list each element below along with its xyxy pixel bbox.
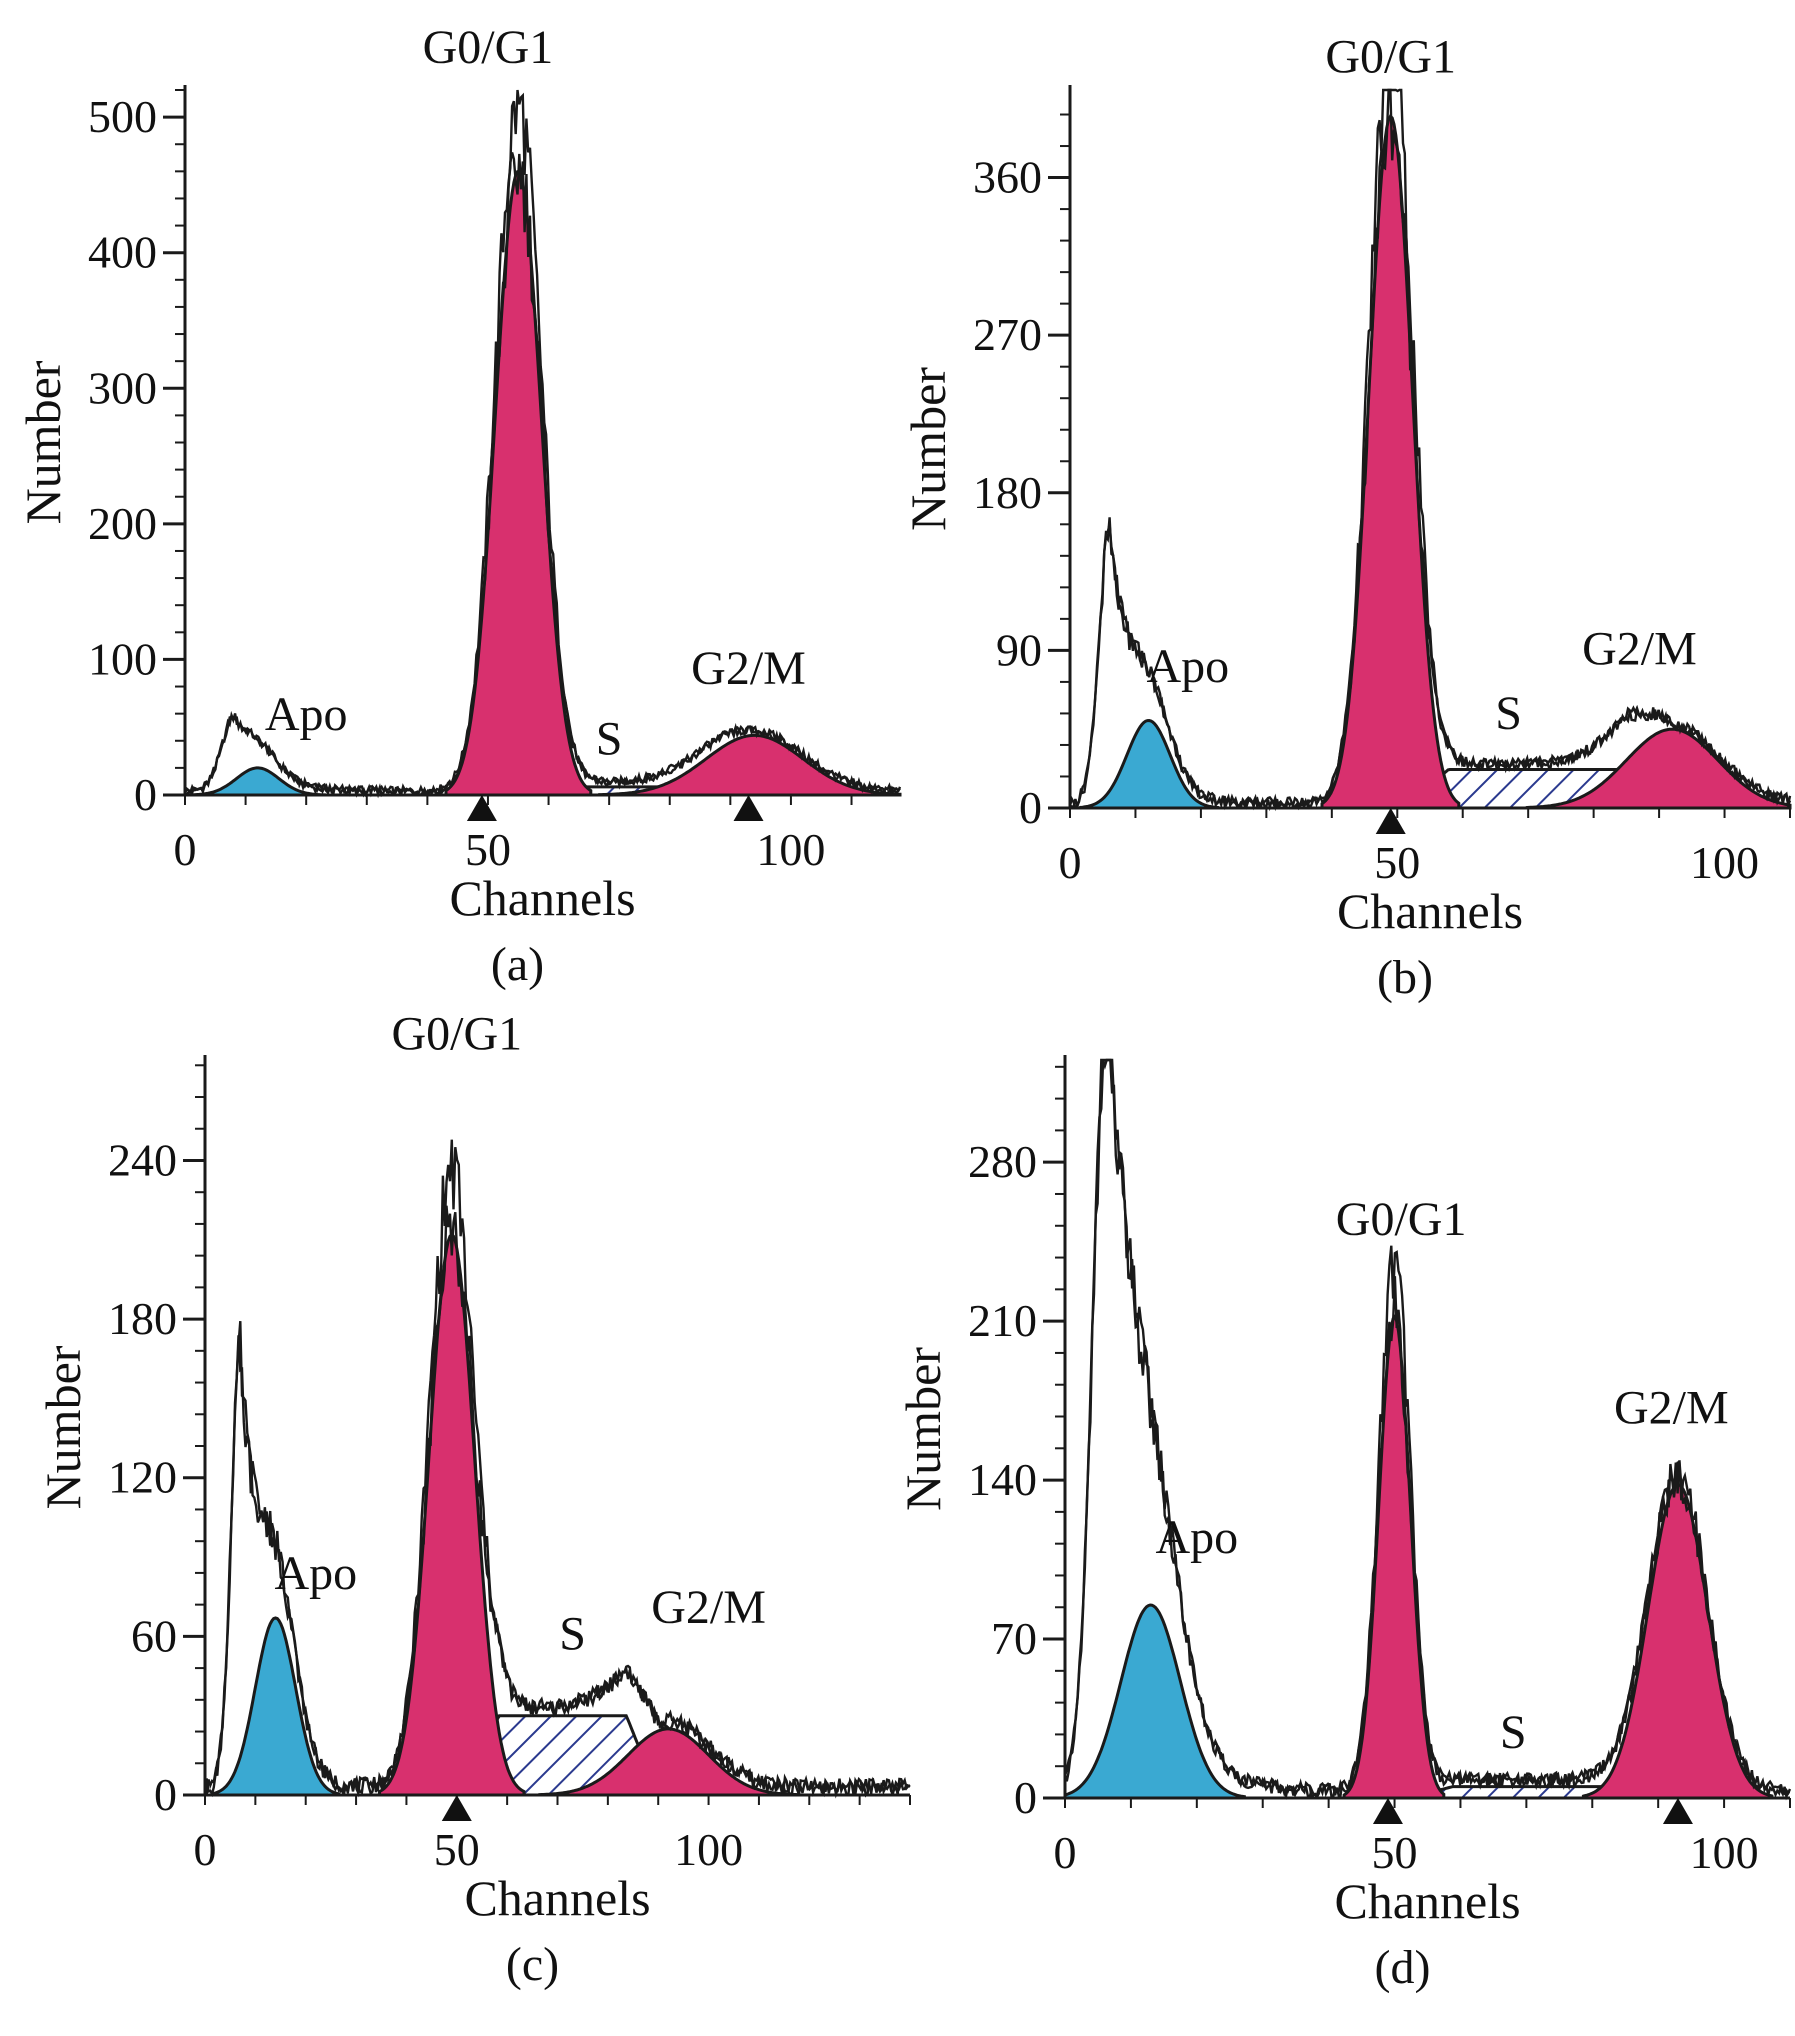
mark-g0g1-area [444, 170, 593, 797]
x-axis-title: Channels [1334, 1873, 1520, 1929]
x-tick-label: 100 [1690, 837, 1759, 888]
y-tick-label: 0 [1014, 1772, 1037, 1823]
x-tick-label: 0 [1054, 1827, 1077, 1878]
mark-g2m-area [1525, 727, 1792, 810]
annotation-s: S [1500, 1706, 1527, 1759]
annotation-g2-m: G2/M [651, 1581, 766, 1634]
annotation-g2-m: G2/M [691, 642, 806, 695]
annotation-apo: Apo [274, 1547, 357, 1600]
mark-apo-area [1079, 718, 1220, 810]
y-tick-label: 180 [973, 467, 1042, 518]
mark-histogram-trace-2 [203, 1205, 911, 1798]
y-tick-label: 500 [88, 91, 157, 142]
mark-histogram-trace-2 [184, 152, 902, 798]
y-axis-title: Number [35, 1345, 91, 1509]
annotation-g0-g1: G0/G1 [1325, 30, 1456, 83]
mark-histogram-trace-2 [1063, 1058, 1791, 1801]
peak-marker-triangle [733, 795, 764, 821]
y-tick-label: 280 [968, 1136, 1037, 1187]
annotation-g0-g1: G0/G1 [423, 21, 554, 74]
peak-marker-triangle [466, 795, 497, 821]
peak-marker-triangle [441, 1795, 472, 1821]
chart-panel-b: 0 90 180 270 360 0 50 100 Channels Number G0/G1 Apo… [900, 30, 1792, 1004]
mark-apo-area [1063, 1603, 1246, 1800]
annotation-s: S [559, 1608, 586, 1661]
y-tick-label: 100 [88, 633, 157, 684]
x-tick-label: 0 [1059, 837, 1082, 888]
y-tick-label: 70 [991, 1613, 1037, 1664]
y-tick-label: 0 [1019, 782, 1042, 833]
panel-label: (b) [1377, 951, 1433, 1004]
x-tick-label: 50 [465, 824, 511, 875]
x-tick-label: 50 [1372, 1827, 1418, 1878]
y-tick-label: 400 [88, 227, 157, 278]
y-tick-label: 200 [88, 498, 157, 549]
y-tick-label: 270 [973, 309, 1042, 360]
x-tick-label: 100 [1690, 1827, 1759, 1878]
annotation-s: S [1495, 687, 1522, 740]
y-axis-title: Number [895, 1347, 951, 1511]
annotation-g0-g1: G0/G1 [1336, 1193, 1467, 1246]
y-tick-label: 240 [108, 1134, 177, 1185]
x-tick-label: 50 [434, 1824, 480, 1875]
annotation-apo: Apo [265, 688, 348, 741]
x-tick-label: 0 [194, 1824, 217, 1875]
annotation-apo: Apo [1155, 1511, 1238, 1564]
mark-histogram-trace-1 [204, 1139, 911, 1799]
chart-panel-d: 0 70 140 210 280 0 50 100 Channels Number G0/G1 Apo… [895, 1055, 1792, 1994]
mark-histogram-trace-1 [183, 89, 901, 799]
y-tick-label: 180 [108, 1293, 177, 1344]
peak-marker-triangle [1372, 1798, 1403, 1824]
y-tick-label: 210 [968, 1295, 1037, 1346]
y-axis-title: Number [15, 360, 71, 524]
y-tick-label: 60 [131, 1610, 177, 1661]
mark-histogram-trace-2 [1069, 88, 1792, 812]
panel-label: (c) [506, 1938, 559, 1991]
peak-marker-triangle [1375, 808, 1406, 834]
annotation-g2-m: G2/M [1614, 1381, 1729, 1434]
x-axis-title: Channels [449, 870, 635, 926]
annotation-g0-g1: G0/G1 [391, 1007, 522, 1060]
y-tick-label: 90 [996, 624, 1042, 675]
y-tick-label: 300 [88, 362, 157, 413]
panel-label: (d) [1375, 1941, 1431, 1994]
panel-label: (a) [491, 938, 544, 991]
peak-marker-triangle [1662, 1798, 1693, 1824]
annotation-apo: Apo [1146, 640, 1229, 693]
x-axis-title: Channels [1337, 883, 1523, 939]
y-tick-label: 0 [154, 1769, 177, 1820]
mark-apo-area [188, 766, 326, 797]
x-tick-label: 100 [674, 1824, 743, 1875]
chart-panel-c: 0 60 120 180 240 0 50 100 Channels Number G0/G1 Apo… [35, 1007, 911, 1991]
y-tick-label: 360 [973, 152, 1042, 203]
x-tick-label: 100 [756, 824, 825, 875]
y-axis-title: Number [900, 367, 956, 531]
x-tick-label: 0 [174, 824, 197, 875]
x-tick-label: 50 [1374, 837, 1420, 888]
y-tick-label: 140 [968, 1454, 1037, 1505]
annotation-g2-m: G2/M [1582, 622, 1697, 675]
y-tick-label: 120 [108, 1452, 177, 1503]
annotation-s: S [596, 712, 623, 765]
y-tick-label: 0 [134, 769, 157, 820]
chart-panel-a: 0 100 200 300 400 500 0 50 100 Channels Number G0/G… [15, 21, 902, 991]
x-axis-title: Channels [464, 1870, 650, 1926]
mark-g0g1-area [378, 1232, 526, 1797]
mark-apo-area [210, 1616, 341, 1797]
